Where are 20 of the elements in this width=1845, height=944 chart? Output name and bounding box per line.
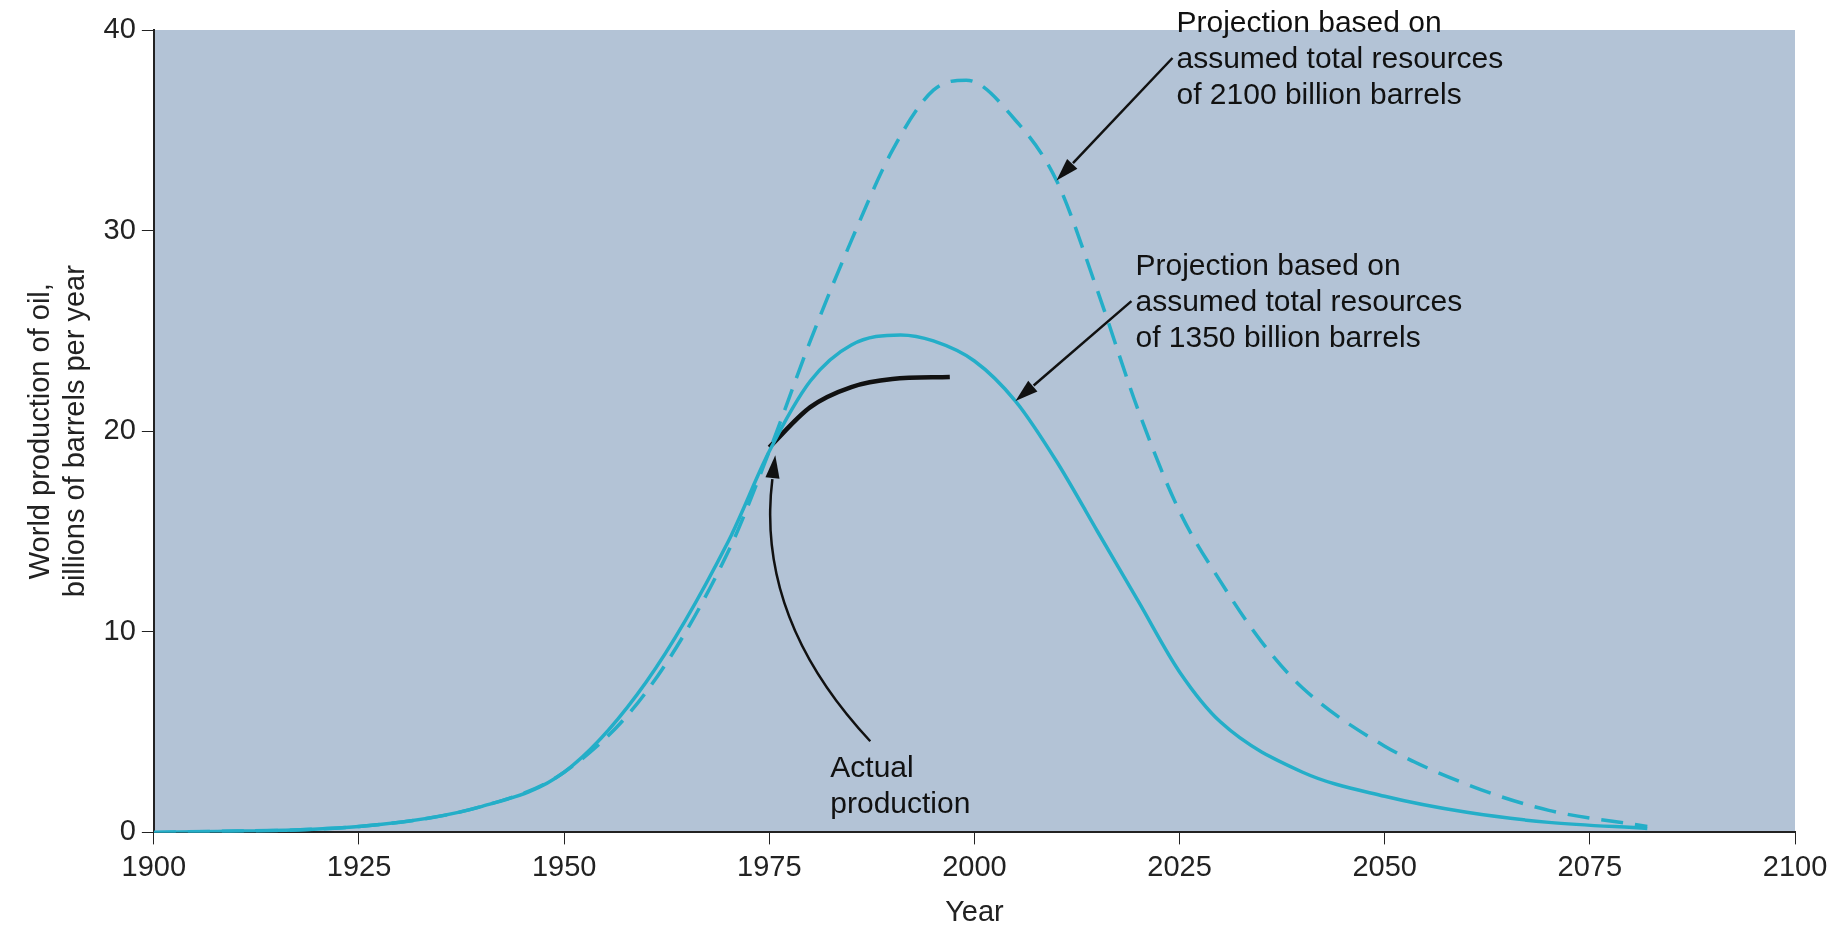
x-axis-title: Year (945, 894, 1005, 927)
annotation: Projection based on assumed total resources of 1350 billion barrels (1135, 247, 1463, 356)
x-tick-label: 2100 (1762, 849, 1828, 882)
annotation: Projection based on assumed total resources of 2100 billion barrels (1176, 4, 1504, 112)
x-tick-label: 2025 (1147, 849, 1212, 882)
x-tick-label: 1950 (531, 849, 597, 882)
x-tick-label: 2075 (1557, 849, 1623, 882)
annotation: Actual production (830, 749, 971, 822)
y-tick-label: 10 (103, 613, 136, 646)
x-tick-label: 2050 (1352, 849, 1417, 882)
x-tick-label: 1975 (737, 849, 802, 882)
y-tick-label: 40 (103, 12, 136, 44)
y-tick-label: 20 (103, 413, 136, 446)
y-axis-title: World production of oil, billions of barrels per year (23, 264, 91, 598)
x-tick-label: 1900 (121, 849, 187, 882)
x-tick-label: 1925 (326, 849, 392, 882)
x-tick-label: 2000 (942, 849, 1007, 882)
y-tick-label: 30 (103, 212, 136, 245)
line-series (767, 374, 953, 450)
y-tick-label: 0 (119, 814, 136, 847)
